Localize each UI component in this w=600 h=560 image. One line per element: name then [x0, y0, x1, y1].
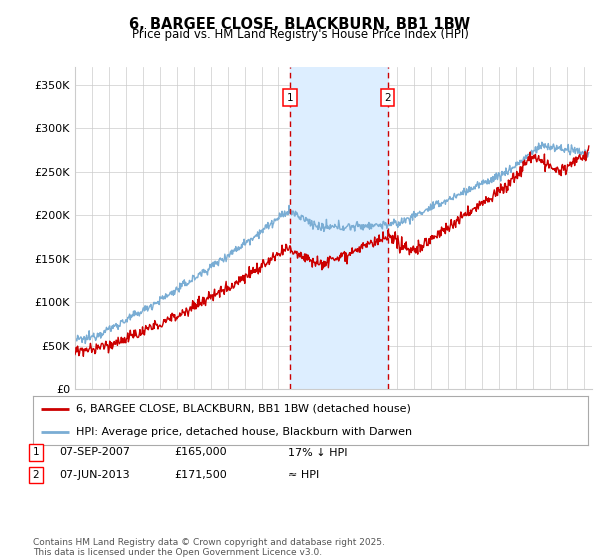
Text: £171,500: £171,500 — [174, 470, 227, 480]
Text: Contains HM Land Registry data © Crown copyright and database right 2025.
This d: Contains HM Land Registry data © Crown c… — [33, 538, 385, 557]
Text: 1: 1 — [287, 92, 293, 102]
Text: 6, BARGEE CLOSE, BLACKBURN, BB1 1BW: 6, BARGEE CLOSE, BLACKBURN, BB1 1BW — [130, 17, 470, 32]
Text: £165,000: £165,000 — [174, 447, 227, 458]
Text: ≈ HPI: ≈ HPI — [288, 470, 319, 480]
Text: 07-JUN-2013: 07-JUN-2013 — [59, 470, 130, 480]
Text: Price paid vs. HM Land Registry's House Price Index (HPI): Price paid vs. HM Land Registry's House … — [131, 28, 469, 41]
Text: 6, BARGEE CLOSE, BLACKBURN, BB1 1BW (detached house): 6, BARGEE CLOSE, BLACKBURN, BB1 1BW (det… — [76, 404, 411, 414]
Text: HPI: Average price, detached house, Blackburn with Darwen: HPI: Average price, detached house, Blac… — [76, 427, 412, 437]
Text: 17% ↓ HPI: 17% ↓ HPI — [288, 447, 347, 458]
Text: 1: 1 — [32, 447, 40, 458]
Text: 2: 2 — [384, 92, 391, 102]
Bar — [290, 67, 388, 389]
Text: 2: 2 — [32, 470, 40, 480]
Text: 07-SEP-2007: 07-SEP-2007 — [59, 447, 130, 458]
